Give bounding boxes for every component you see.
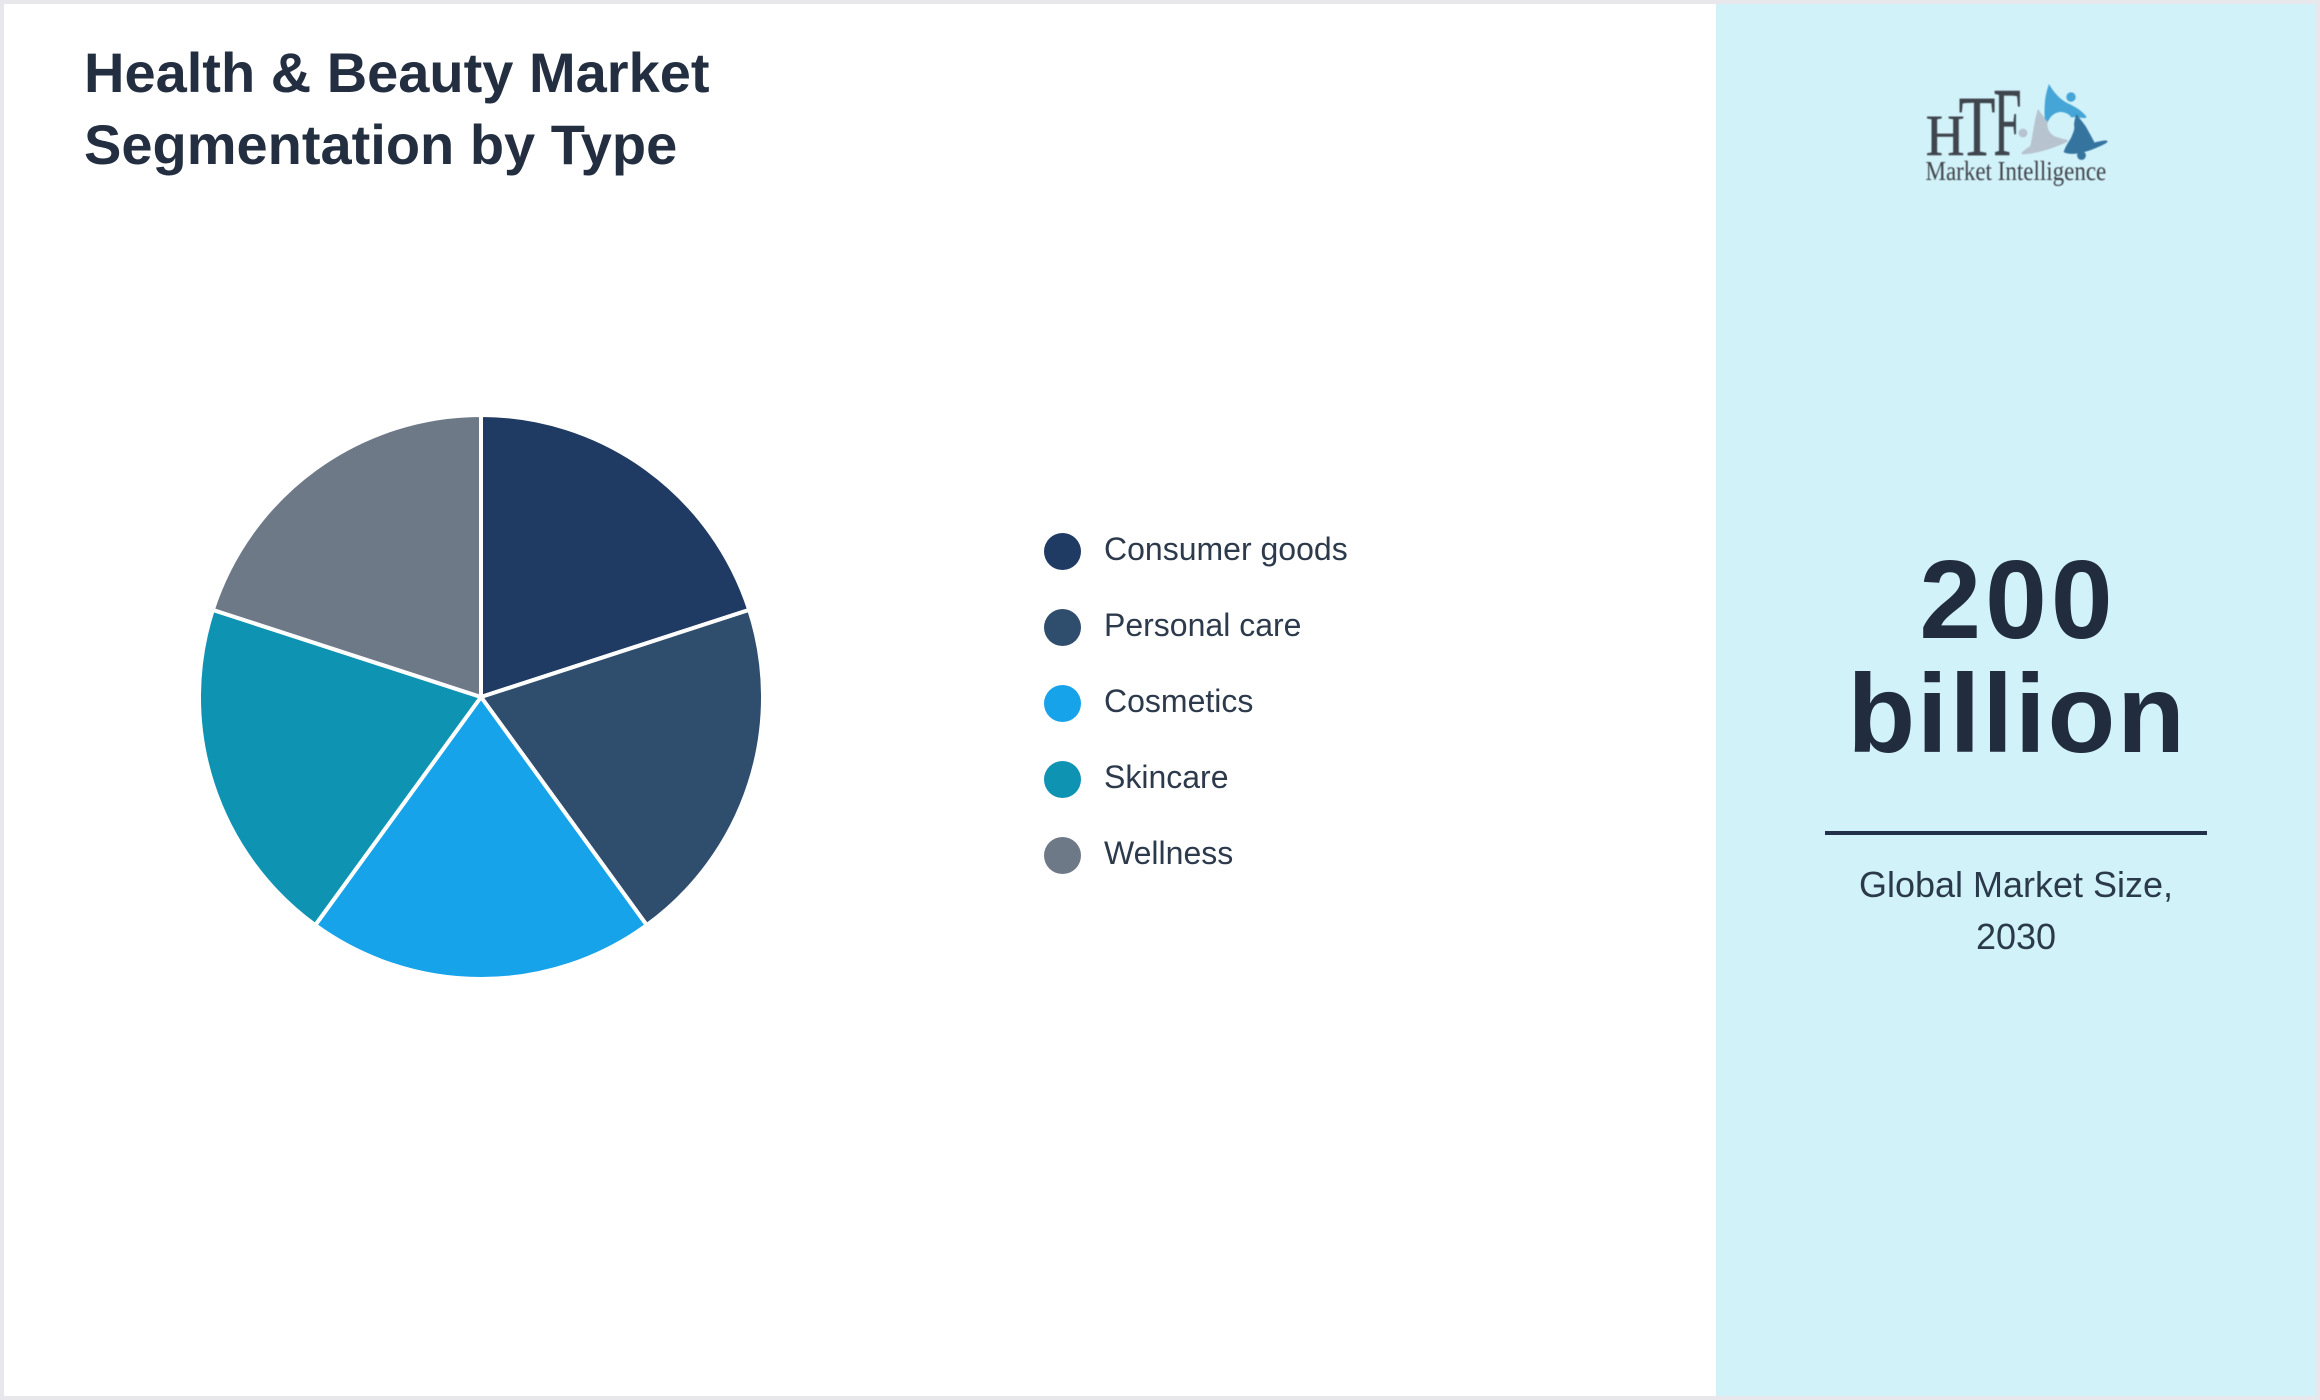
svg-text:H: H: [1926, 104, 1965, 168]
svg-text:Market Intelligence: Market Intelligence: [1926, 156, 2107, 186]
svg-text:F: F: [1993, 70, 2021, 176]
svg-text:T: T: [1959, 80, 1996, 175]
